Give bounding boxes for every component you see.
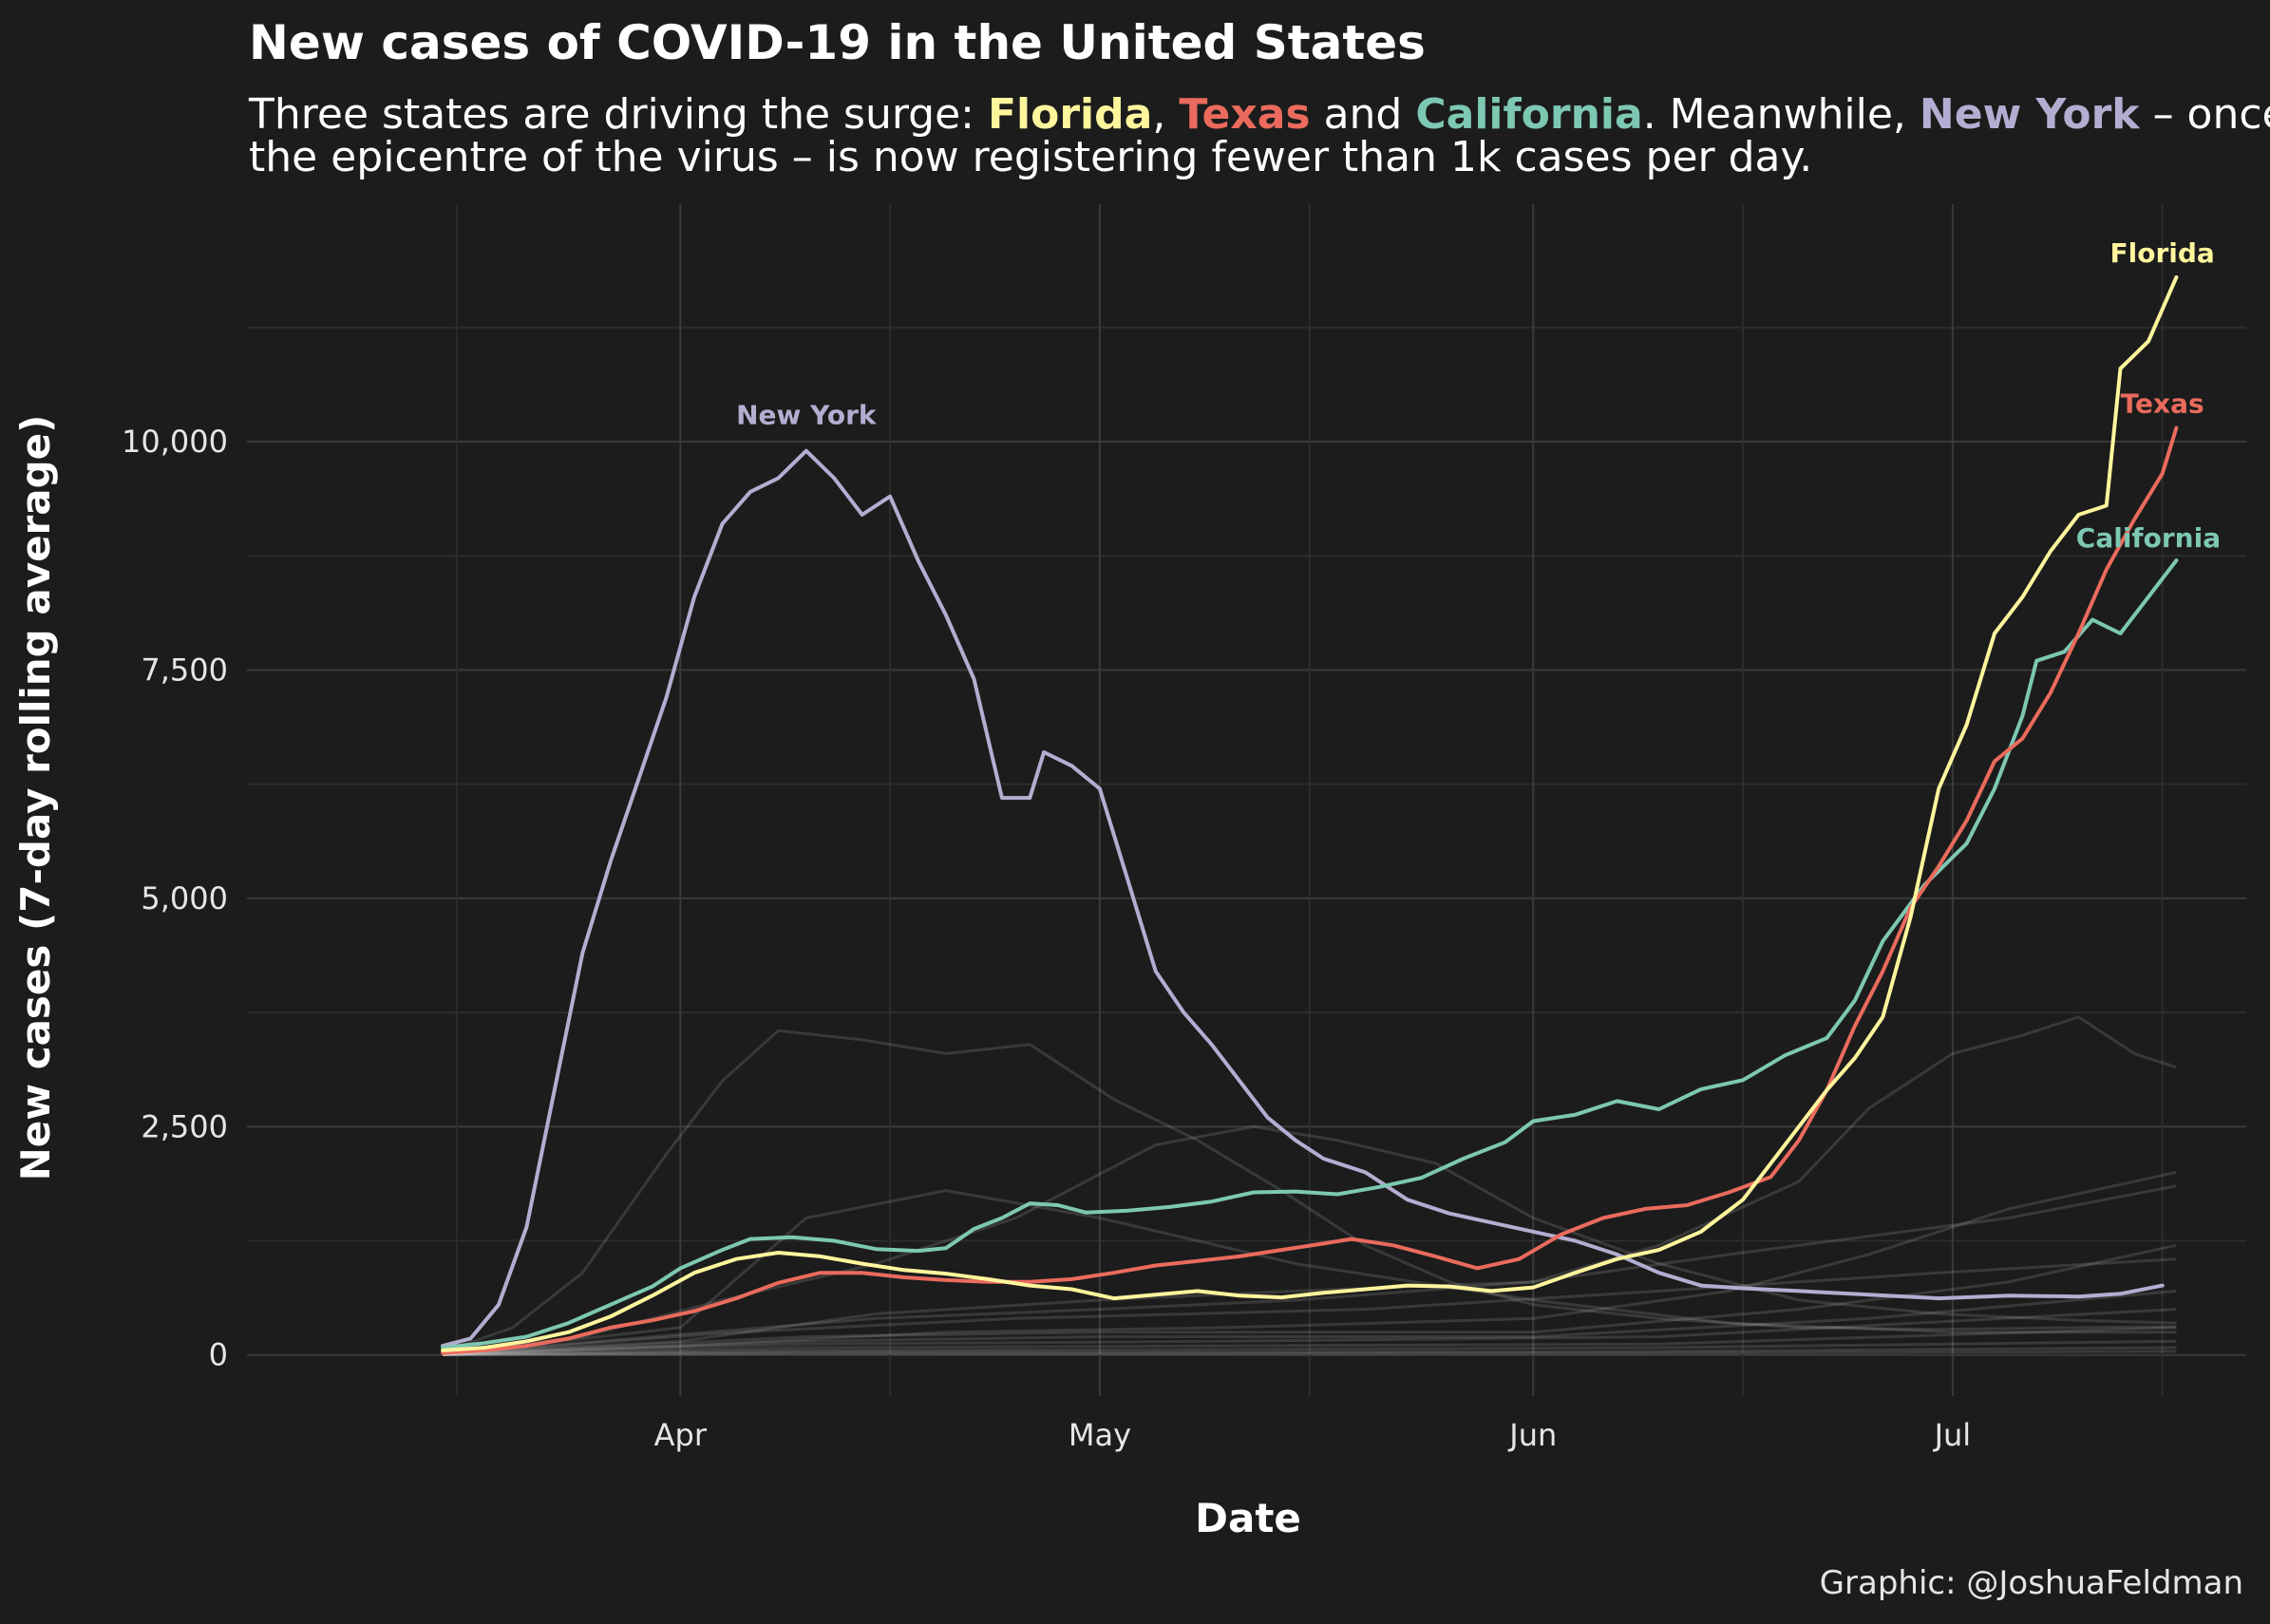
y-tick-label: 7,500 [141, 651, 228, 688]
x-tick-label: Apr [654, 1417, 708, 1453]
y-tick-label: 5,000 [141, 880, 228, 916]
california-line [441, 558, 2179, 1350]
y-tick-label: 10,000 [122, 424, 228, 460]
x-axis-title: Date [1195, 1495, 1301, 1541]
background-series-group [442, 1015, 2177, 1357]
new-york-line [441, 448, 2165, 1349]
axis-ticks-group: 0 2,500 5,000 7,500 10,000 Apr May Jun Jul [122, 424, 1971, 1453]
y-axis-title: New cases (7-day rolling average) [12, 415, 59, 1181]
y-tick-label: 2,500 [141, 1108, 228, 1144]
background-state-line [443, 1289, 2177, 1356]
x-tick-label: Jul [1933, 1417, 1972, 1453]
background-state-line [443, 1339, 2177, 1356]
x-tick-label: Jun [1507, 1417, 1557, 1453]
subtitle-florida: Florida [988, 90, 1152, 139]
subtitle-text-5: – once [2140, 90, 2270, 139]
chart-title: New cases of COVID-19 in the United Stat… [249, 15, 1426, 70]
background-state-line [443, 1346, 2177, 1357]
florida-line [441, 274, 2179, 1352]
chart-caption: Graphic: @JoshuaFeldman [1820, 1564, 2243, 1602]
highlighted-series-group [441, 274, 2179, 1355]
texas-line [441, 425, 2179, 1355]
subtitle-new-york: New York [1920, 90, 2141, 139]
x-tick-label: May [1069, 1417, 1131, 1453]
background-state-line [442, 1124, 2177, 1356]
chart-subtitle-line-1: Three states are driving the surge: Flor… [248, 90, 2270, 139]
subtitle-text-3: and [1311, 90, 1416, 139]
background-state-line [442, 1015, 2177, 1356]
texas-label: Texas [2121, 388, 2204, 420]
florida-label: Florida [2110, 237, 2215, 269]
subtitle-text-4: . Meanwhile, [1643, 90, 1920, 139]
new-york-label: New York [736, 400, 878, 431]
background-state-line [443, 1350, 2177, 1357]
y-tick-label: 0 [209, 1337, 228, 1373]
background-state-line [443, 1243, 2177, 1356]
series-labels-group: New York California Texas Florida [736, 237, 2221, 554]
subtitle-texas: Texas [1179, 90, 1310, 139]
background-state-line [442, 1257, 2177, 1356]
subtitle-text-2: , [1152, 90, 1179, 139]
california-label: California [2076, 522, 2221, 554]
background-state-line [443, 1326, 2177, 1356]
background-state-line [442, 1029, 2177, 1354]
background-state-line [443, 1170, 2177, 1356]
subtitle-california: California [1415, 90, 1642, 139]
subtitle-text-1: Three states are driving the surge: [248, 90, 988, 139]
background-state-line [442, 1189, 2177, 1356]
chart-subtitle-line-2: the epicentre of the virus – is now regi… [249, 133, 1812, 181]
background-state-line [443, 1308, 2177, 1356]
